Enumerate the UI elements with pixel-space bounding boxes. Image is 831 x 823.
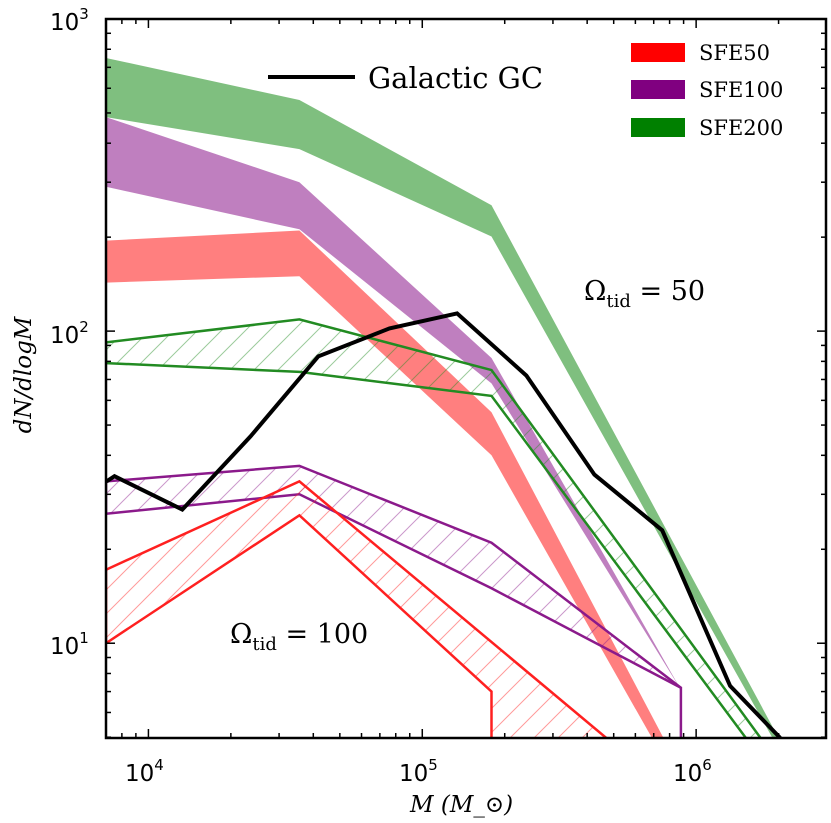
line-series bbox=[106, 311, 782, 738]
axes-box bbox=[104, 17, 828, 740]
x-axis-label: M (M_⊙) bbox=[409, 792, 513, 818]
hatch-upper-sfe50-omega100 bbox=[106, 479, 608, 738]
gc-legend-label: Galactic GC bbox=[368, 61, 543, 95]
hatch-fill-sfe100-omega100 bbox=[106, 465, 681, 738]
annotation-omega-100: Ωtid = 100 bbox=[230, 619, 368, 655]
hatch-lower-sfe200-omega100 bbox=[106, 361, 747, 738]
y-tick-label-1e2: 102 bbox=[50, 318, 89, 349]
hatch-lower-sfe50-omega100 bbox=[106, 513, 493, 738]
plot-frame bbox=[104, 17, 828, 740]
x-tick-label-1e4: 104 bbox=[125, 756, 164, 787]
gc-legend: Galactic GC bbox=[268, 61, 543, 95]
legend-label-sfe200: SFE200 bbox=[699, 116, 783, 140]
legend-label-sfe50: SFE50 bbox=[699, 41, 770, 65]
legend: SFE50 SFE100 SFE200 bbox=[631, 41, 783, 140]
series-galactic-gc bbox=[106, 311, 782, 738]
legend-swatch-sfe200 bbox=[631, 118, 685, 137]
hatched-bands bbox=[106, 318, 762, 738]
hatch-fill-sfe50-omega100 bbox=[106, 481, 607, 738]
y-axis-label: dN/dlogM bbox=[11, 315, 37, 433]
legend-label-sfe100: SFE100 bbox=[699, 78, 783, 102]
x-tick-label-1e5: 105 bbox=[399, 756, 438, 787]
hatch-fill-sfe200-omega100 bbox=[106, 319, 761, 738]
x-tick-labels: 104 105 106 bbox=[125, 756, 712, 787]
y-tick-label-1e1: 101 bbox=[50, 629, 89, 660]
annotation-omega-50: Ωtid = 50 bbox=[584, 276, 705, 312]
hatch-lower-sfe100-omega100 bbox=[106, 493, 683, 738]
hatch-upper-sfe100-omega100 bbox=[106, 464, 682, 689]
legend-swatch-sfe50 bbox=[631, 43, 685, 62]
legend-swatch-sfe100 bbox=[631, 80, 685, 99]
band-sfe200-omega50 bbox=[106, 58, 779, 738]
y-tick-labels: 101 102 103 bbox=[50, 5, 89, 660]
y-tick-label-1e3: 103 bbox=[50, 5, 89, 36]
x-tick-label-1e6: 106 bbox=[673, 756, 712, 787]
axis-ticks bbox=[105, 18, 826, 738]
hatch-upper-sfe200-omega100 bbox=[106, 318, 762, 738]
band-sfe100-omega50 bbox=[106, 117, 681, 690]
